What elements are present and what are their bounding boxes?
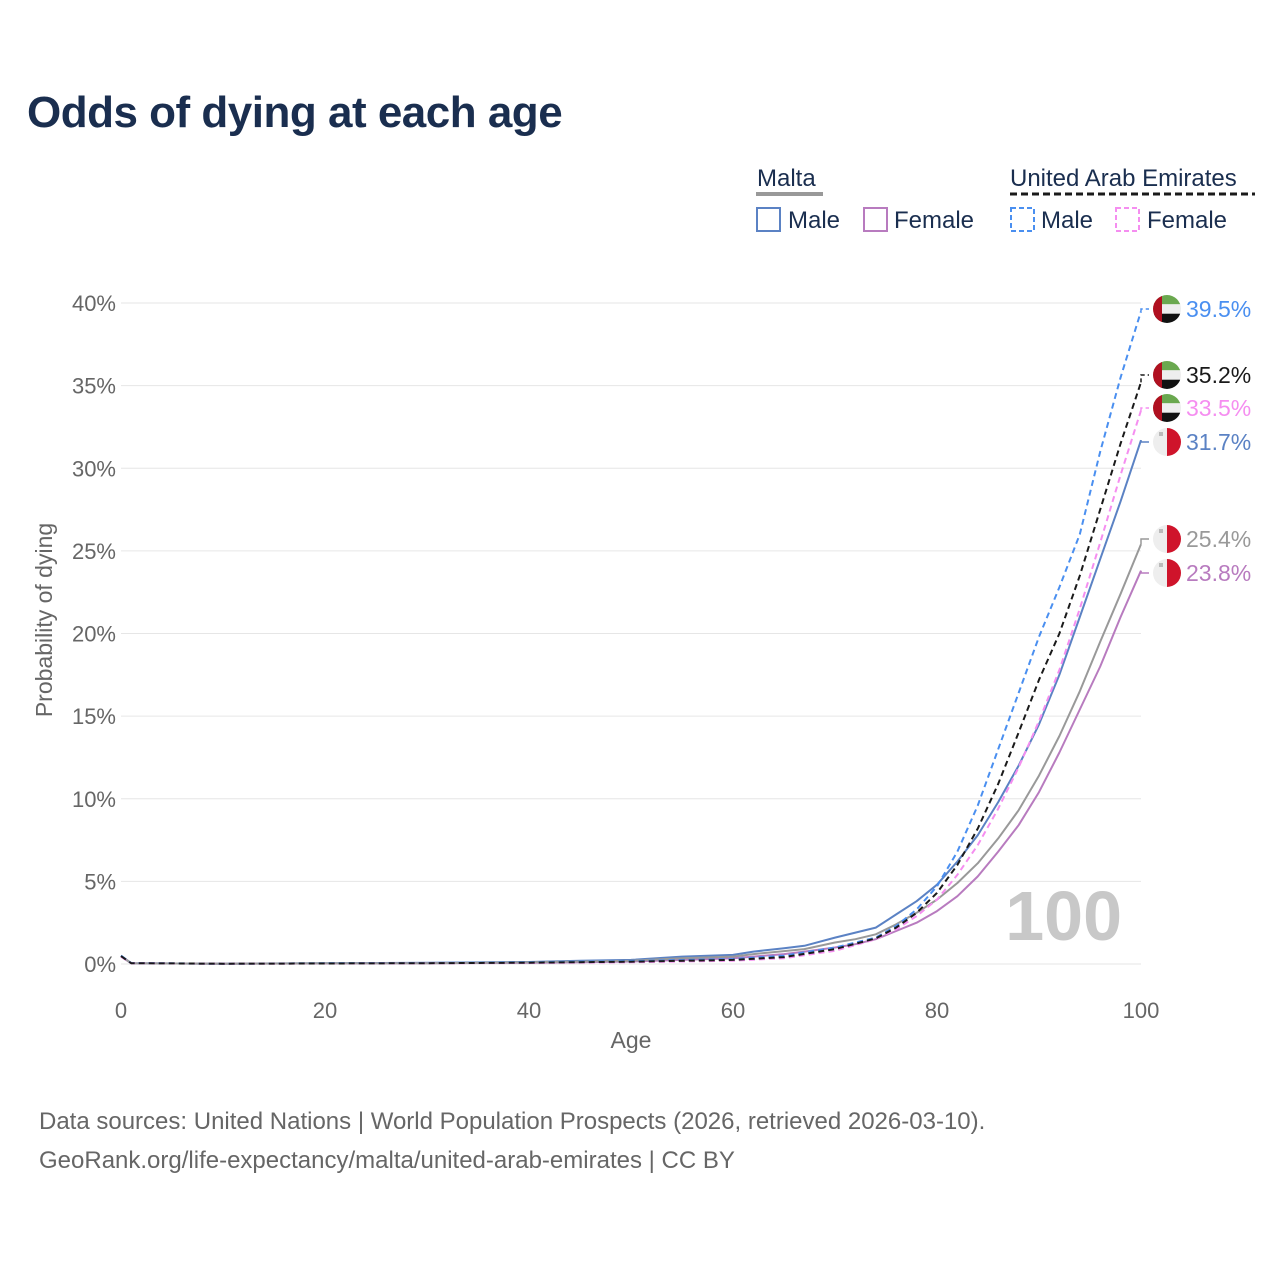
series-line-malta-male[interactable]: [120, 439, 1142, 965]
end-connector: [1140, 538, 1149, 545]
legend-malta-male-label[interactable]: Male: [788, 207, 840, 234]
series-line-malta-female[interactable]: [120, 570, 1142, 965]
end-value-label: 31.7%: [1186, 429, 1251, 455]
malta-flag-icon: [1153, 428, 1181, 456]
legend-uae-male-label[interactable]: Male: [1041, 207, 1093, 234]
end-connector: [1140, 308, 1149, 312]
legend-malta-female-label[interactable]: Female: [894, 207, 974, 234]
source-line-2[interactable]: GeoRank.org/life-expectancy/malta/united…: [39, 1147, 735, 1174]
y-tick-label: 15%: [72, 704, 116, 729]
end-label-group: 25.4%: [1140, 525, 1251, 553]
x-tick-label: 60: [721, 998, 745, 1023]
end-value-label: 35.2%: [1186, 362, 1251, 388]
end-label-group: 33.5%: [1140, 394, 1251, 422]
y-tick-label: 20%: [72, 622, 116, 647]
end-labels: 31.7% 23.8% 25.4% 39.5% 33.5% 35.2%: [1140, 295, 1251, 587]
y-tick-label: 40%: [72, 291, 116, 316]
end-connector: [1140, 374, 1149, 383]
series-line-united-arab-emirates-female[interactable]: [120, 410, 1142, 965]
end-label-group: 31.7%: [1140, 428, 1251, 456]
uae-flag-icon: [1153, 394, 1181, 422]
end-value-label: 23.8%: [1186, 560, 1251, 586]
x-tick-label: 20: [313, 998, 337, 1023]
y-tick-label: 10%: [72, 787, 116, 812]
y-axis-label: Probability of dying: [31, 523, 57, 717]
end-value-label: 33.5%: [1186, 395, 1251, 421]
source-line-1: Data sources: United Nations | World Pop…: [39, 1108, 986, 1135]
x-tick-label: 80: [925, 998, 949, 1023]
uae-flag-icon: [1153, 295, 1181, 323]
end-connector: [1140, 440, 1149, 443]
legend-uae-female-swatch[interactable]: [1115, 207, 1140, 232]
y-tick-label: 0%: [84, 952, 116, 977]
chart: 0% 5% 10% 15% 20% 25% 30% 35% 40% 0 20 40 60 80 100 1…: [31, 165, 1255, 1053]
legend[interactable]: Malta Male Female United Arab Emirates M…: [756, 165, 1255, 234]
x-tick-label: 100: [1123, 998, 1160, 1023]
y-tick-label: 25%: [72, 539, 116, 564]
y-tick-label: 30%: [72, 456, 116, 481]
legend-uae-female-label[interactable]: Female: [1147, 207, 1227, 234]
chart-title: Odds of dying at each age: [27, 88, 563, 137]
end-connector: [1140, 570, 1149, 574]
legend-uae-title: United Arab Emirates: [1010, 165, 1237, 192]
series-line-united-arab-emirates[interactable]: [120, 381, 1142, 965]
malta-flag-icon: [1153, 559, 1181, 587]
legend-malta-title: Malta: [757, 165, 816, 192]
legend-uae-male-swatch[interactable]: [1010, 207, 1035, 232]
x-tick-label: 40: [517, 998, 541, 1023]
end-label-group: 39.5%: [1140, 295, 1251, 323]
series-line-united-arab-emirates-male[interactable]: [120, 311, 1142, 965]
y-axis-ticks: 0% 5% 10% 15% 20% 25% 30% 35% 40%: [72, 291, 116, 977]
y-tick-label: 5%: [84, 869, 116, 894]
end-label-group: 35.2%: [1140, 361, 1251, 389]
malta-flag-icon: [1153, 525, 1181, 553]
end-value-label: 25.4%: [1186, 526, 1251, 552]
x-axis-label: Age: [611, 1027, 652, 1053]
uae-flag-icon: [1153, 361, 1181, 389]
end-value-label: 39.5%: [1186, 296, 1251, 322]
end-label-group: 23.8%: [1140, 559, 1251, 587]
x-tick-label: 0: [115, 998, 127, 1023]
y-tick-label: 35%: [72, 374, 116, 399]
series-lines: [120, 311, 1142, 965]
legend-malta-female-swatch[interactable]: [863, 207, 888, 232]
series-line-malta[interactable]: [120, 543, 1142, 965]
legend-malta-male-swatch[interactable]: [756, 207, 781, 232]
x-axis-ticks: 0 20 40 60 80 100: [115, 998, 1159, 1023]
age-watermark: 100: [1005, 877, 1122, 955]
end-connector: [1140, 407, 1149, 411]
